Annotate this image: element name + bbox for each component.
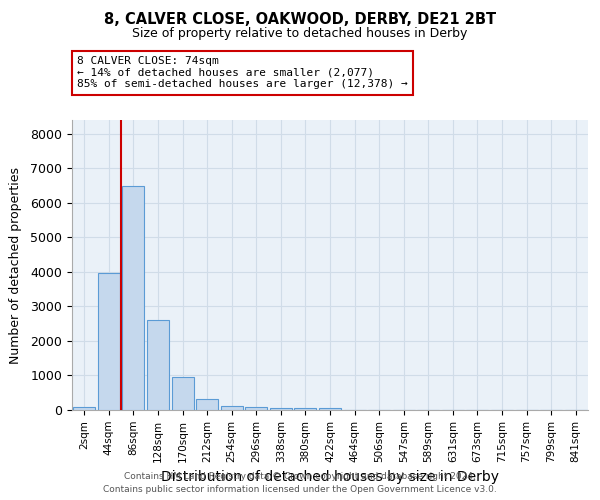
Bar	[196, 399, 218, 410]
Bar	[295, 408, 316, 410]
Bar	[221, 406, 243, 410]
Text: 8, CALVER CLOSE, OAKWOOD, DERBY, DE21 2BT: 8, CALVER CLOSE, OAKWOOD, DERBY, DE21 2B…	[104, 12, 496, 28]
Text: Size of property relative to detached houses in Derby: Size of property relative to detached ho…	[133, 28, 467, 40]
Y-axis label: Number of detached properties: Number of detached properties	[9, 166, 22, 364]
Text: Contains public sector information licensed under the Open Government Licence v3: Contains public sector information licen…	[103, 485, 497, 494]
Bar	[122, 186, 145, 410]
Bar	[319, 408, 341, 410]
X-axis label: Distribution of detached houses by size in Derby: Distribution of detached houses by size …	[161, 470, 499, 484]
Bar	[245, 406, 268, 410]
Bar	[147, 320, 169, 410]
Text: Contains HM Land Registry data © Crown copyright and database right 2024.: Contains HM Land Registry data © Crown c…	[124, 472, 476, 481]
Bar	[270, 408, 292, 410]
Bar	[172, 377, 194, 410]
Bar	[73, 406, 95, 410]
Bar	[98, 272, 120, 410]
Text: 8 CALVER CLOSE: 74sqm
← 14% of detached houses are smaller (2,077)
85% of semi-d: 8 CALVER CLOSE: 74sqm ← 14% of detached …	[77, 56, 408, 90]
